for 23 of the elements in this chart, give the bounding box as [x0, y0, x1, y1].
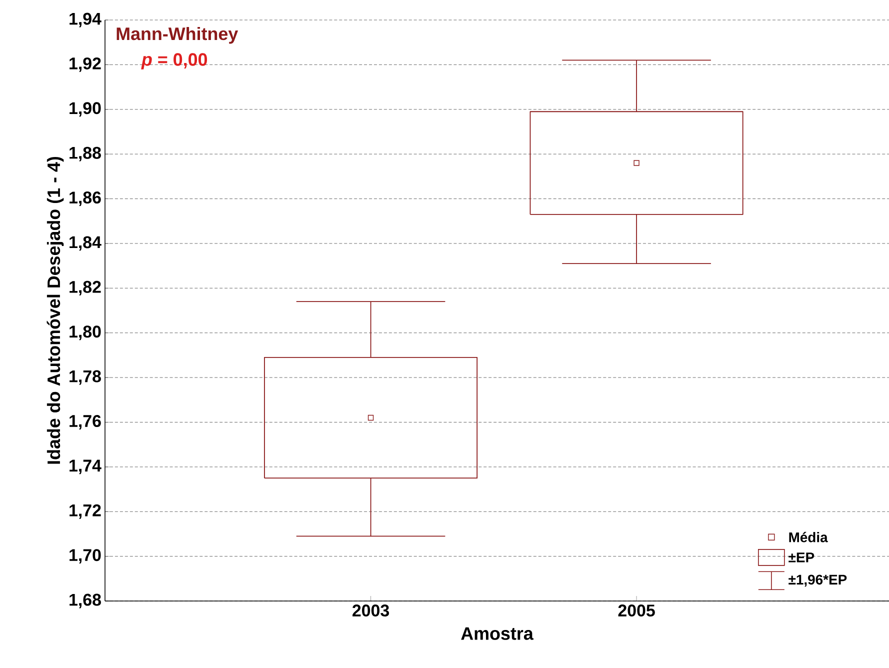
y-tick-label: 1,80 [70, 326, 101, 340]
y-tick-label: 1,78 [70, 370, 101, 385]
y-tick-label: 1,72 [70, 504, 101, 519]
y-axis-title: Idade do Automóvel Desejado (1 - 4) [46, 156, 64, 464]
annotation: ±1,96*EP [788, 574, 847, 587]
x-tick-label: 2003 [352, 604, 389, 617]
annotation: ±EP [788, 552, 814, 562]
y-tick-label: 1,68 [70, 594, 101, 608]
y-tick-label: 1,82 [70, 280, 101, 296]
y-tick-label: 1,94 [70, 12, 102, 28]
y-tick-label: 1,92 [70, 57, 101, 72]
x-tick-label: 2005 [618, 604, 655, 617]
annotation: Mann-Whitney [116, 26, 238, 44]
y-tick-label: 1,74 [70, 460, 102, 474]
y-tick-label: 1,84 [70, 236, 102, 251]
y-tick-label: 1,76 [70, 415, 101, 430]
annotation: p = 0,00 [141, 53, 208, 70]
annotation: Média [789, 532, 828, 542]
x-axis-title: Amostra [461, 627, 534, 640]
y-tick-label: 1,90 [70, 102, 101, 117]
y-tick-label: 1,88 [70, 146, 101, 162]
y-tick-label: 1,70 [70, 549, 101, 564]
y-tick-label: 1,86 [70, 192, 101, 206]
